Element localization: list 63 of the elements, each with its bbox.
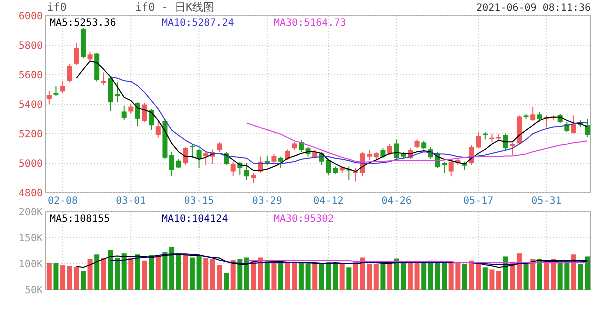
candlestick [204,151,209,166]
candlestick [272,154,277,164]
candlestick [278,156,284,170]
text: MA5:108155 [50,214,110,225]
candlestick [388,144,393,156]
text: MA5:5253.36 [50,18,116,29]
candlestick [46,90,52,105]
y-tick-label: 200K [18,208,43,218]
text: MA30:95302 [274,214,334,225]
candlestick [149,108,154,131]
y-tick-label: 100K [18,260,43,270]
x-tick-label: 03-29 [252,196,282,207]
candlestick [217,142,222,152]
candlestick [244,163,250,181]
candlestick [115,82,120,104]
candlestick [128,104,134,115]
y-tick-label: 6000 [18,12,43,22]
text: MA10:5287.24 [162,18,234,29]
y-tick-label: 150K [18,234,43,244]
candlestick [380,148,386,159]
candlestick [88,52,93,62]
x-tick-label: 04-26 [382,196,412,207]
candlestick [585,118,590,138]
candlestick [503,133,508,151]
candlestick [251,172,256,184]
line-series [110,254,588,266]
candlestick [135,102,140,128]
text: MA30:5164.73 [274,18,346,29]
candlestick [298,140,304,152]
candlestick [67,64,72,84]
text: MA10:104124 [162,214,228,225]
candlestick [122,105,127,122]
x-tick-label: 04-12 [314,196,344,207]
y-tick-label: 4800 [18,188,43,200]
candlestick [530,106,536,122]
y-tick-label: 5000 [18,159,43,170]
candlestick [74,42,80,66]
x-tick-label: 03-15 [184,196,214,207]
candlestick [54,86,59,96]
x-tick-label: 05-31 [532,196,562,207]
y-tick-label: 5600 [18,70,43,82]
candlestick [101,72,106,86]
candlestick [170,151,175,177]
text: 2021-06-09 08:11:36 [476,3,591,14]
chart-title: if0 - 日K线图 [135,1,215,14]
candlestick [60,80,66,94]
y-tick-label: 50K [24,286,43,296]
candlestick [156,120,161,138]
y-tick-label: 5800 [18,41,43,52]
candlestick [183,146,188,166]
candlestick [353,168,358,182]
candlestick [571,115,576,134]
x-tick-label: 03-01 [116,196,146,207]
y-tick-label: 5400 [18,100,43,111]
candlestick [442,161,448,174]
y-tick-label: 5200 [18,130,43,140]
x-tick-label: 05-17 [464,196,494,207]
candlestick [230,161,236,177]
candlestick [537,112,542,123]
candlestick [190,144,195,159]
y-axis-title: if0 [47,1,67,14]
x-tick-label: 02-08 [48,196,78,207]
candlestick [142,102,148,123]
